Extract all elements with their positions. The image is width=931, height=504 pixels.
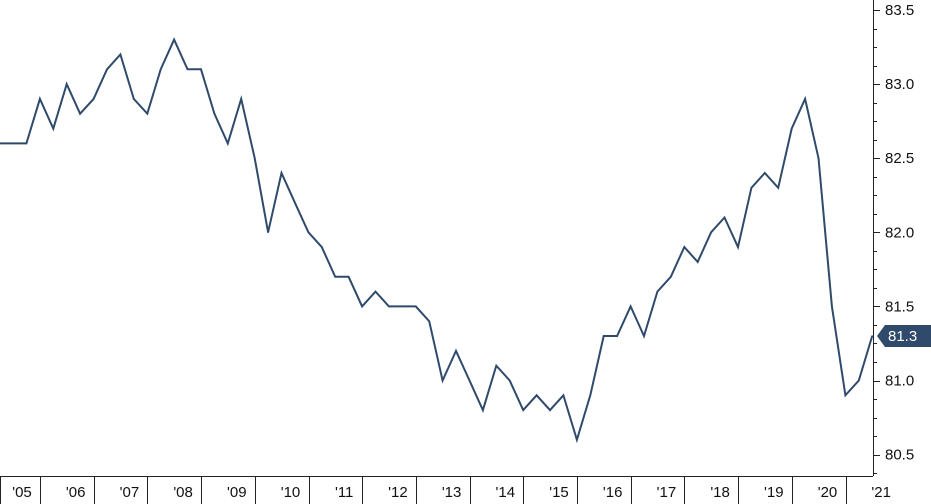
x-tick-label: '11 — [335, 484, 353, 501]
x-tick-label: '15 — [549, 484, 569, 501]
data-point — [777, 187, 779, 189]
data-point — [482, 409, 484, 411]
y-axis: 80.5 81.0 81.5 82.0 82.5 83.0 83.5 — [873, 0, 914, 476]
y-tick-label: 82.0 — [885, 224, 914, 241]
x-tick-label: '10 — [281, 484, 301, 501]
data-point — [401, 305, 404, 308]
data-point — [549, 409, 551, 411]
x-tick-label: '19 — [764, 484, 784, 501]
data-point — [65, 83, 68, 85]
data-point — [253, 157, 256, 159]
data-point — [12, 142, 14, 145]
data-point — [844, 394, 847, 397]
last-value-badge-layer: 81.3 — [877, 325, 931, 348]
data-point — [576, 439, 578, 441]
x-tick-label: '18 — [710, 484, 730, 501]
y-tick-label: 81.0 — [885, 373, 914, 390]
data-point — [670, 276, 672, 278]
data-point — [589, 394, 592, 397]
data-point — [441, 379, 444, 382]
data-point — [696, 261, 699, 263]
data-point — [535, 394, 538, 397]
y-tick-label: 81.5 — [885, 298, 914, 315]
data-point — [213, 112, 216, 115]
data-point — [764, 172, 766, 174]
data-point — [495, 364, 498, 367]
data-point — [683, 246, 686, 248]
data-point — [321, 246, 323, 248]
x-tick-label: '06 — [66, 484, 86, 501]
data-point — [374, 290, 377, 293]
data-point — [415, 305, 417, 308]
data-point — [831, 305, 833, 308]
x-axis: '05 '06 '07 '08 '09 '10 '11 '12 '13 '14 '15 '16 '17 '… — [0, 476, 891, 504]
data-point — [200, 68, 202, 71]
data-point — [79, 112, 81, 115]
y-tick-label: 80.5 — [885, 447, 914, 464]
data-point — [643, 335, 645, 337]
series-layer — [0, 37, 874, 444]
data-point — [804, 98, 806, 100]
data-point — [52, 127, 55, 130]
data-point — [455, 350, 457, 352]
x-tick-label: '16 — [603, 484, 623, 501]
data-point — [347, 276, 350, 278]
data-point — [227, 142, 229, 145]
data-point — [750, 187, 753, 189]
x-tick-label: '09 — [227, 484, 247, 501]
data-point — [106, 68, 108, 71]
x-tick-label: '20 — [818, 484, 838, 501]
data-point — [562, 394, 565, 397]
data-point — [871, 335, 873, 337]
data-point — [710, 231, 712, 234]
data-point — [240, 98, 242, 100]
data-point — [334, 276, 337, 278]
data-point — [133, 98, 135, 100]
x-tick-label: '14 — [496, 484, 516, 501]
data-point — [186, 68, 189, 71]
data-point — [790, 127, 793, 130]
data-point — [294, 201, 296, 204]
data-point — [280, 172, 283, 174]
data-point — [361, 305, 363, 308]
x-tick-label: '13 — [442, 484, 462, 501]
data-point — [92, 98, 95, 100]
y-tick-label: 82.5 — [885, 150, 914, 167]
data-point — [468, 379, 471, 382]
data-point — [723, 216, 726, 219]
x-tick-label: '07 — [120, 484, 140, 501]
data-point — [522, 409, 524, 411]
data-point — [817, 157, 820, 159]
data-point — [656, 290, 659, 293]
data-point — [159, 68, 162, 71]
data-point — [616, 335, 618, 337]
data-point — [388, 305, 390, 308]
data-point — [307, 231, 310, 234]
data-point — [508, 379, 511, 382]
data-point — [119, 53, 122, 56]
x-tick-label: '08 — [173, 484, 193, 501]
data-point — [602, 335, 605, 337]
data-point — [267, 231, 269, 234]
x-tick-label: '12 — [388, 484, 408, 501]
x-tick-label: '17 — [657, 484, 677, 501]
x-tick-label: '05 — [12, 484, 32, 501]
data-point — [737, 246, 739, 248]
data-point — [428, 320, 431, 323]
data-point — [629, 305, 632, 308]
last-value-badge — [877, 325, 931, 348]
data-point — [39, 98, 41, 100]
data-point — [25, 142, 28, 145]
data-point — [858, 379, 860, 382]
series-line-0 — [0, 37, 874, 444]
data-point — [146, 112, 149, 115]
x-tick-label: '21 — [871, 484, 891, 501]
y-tick-label: 83.0 — [885, 76, 914, 93]
data-point — [173, 38, 175, 41]
y-tick-label: 83.5 — [885, 2, 914, 19]
last-value-label: 81.3 — [888, 328, 917, 345]
